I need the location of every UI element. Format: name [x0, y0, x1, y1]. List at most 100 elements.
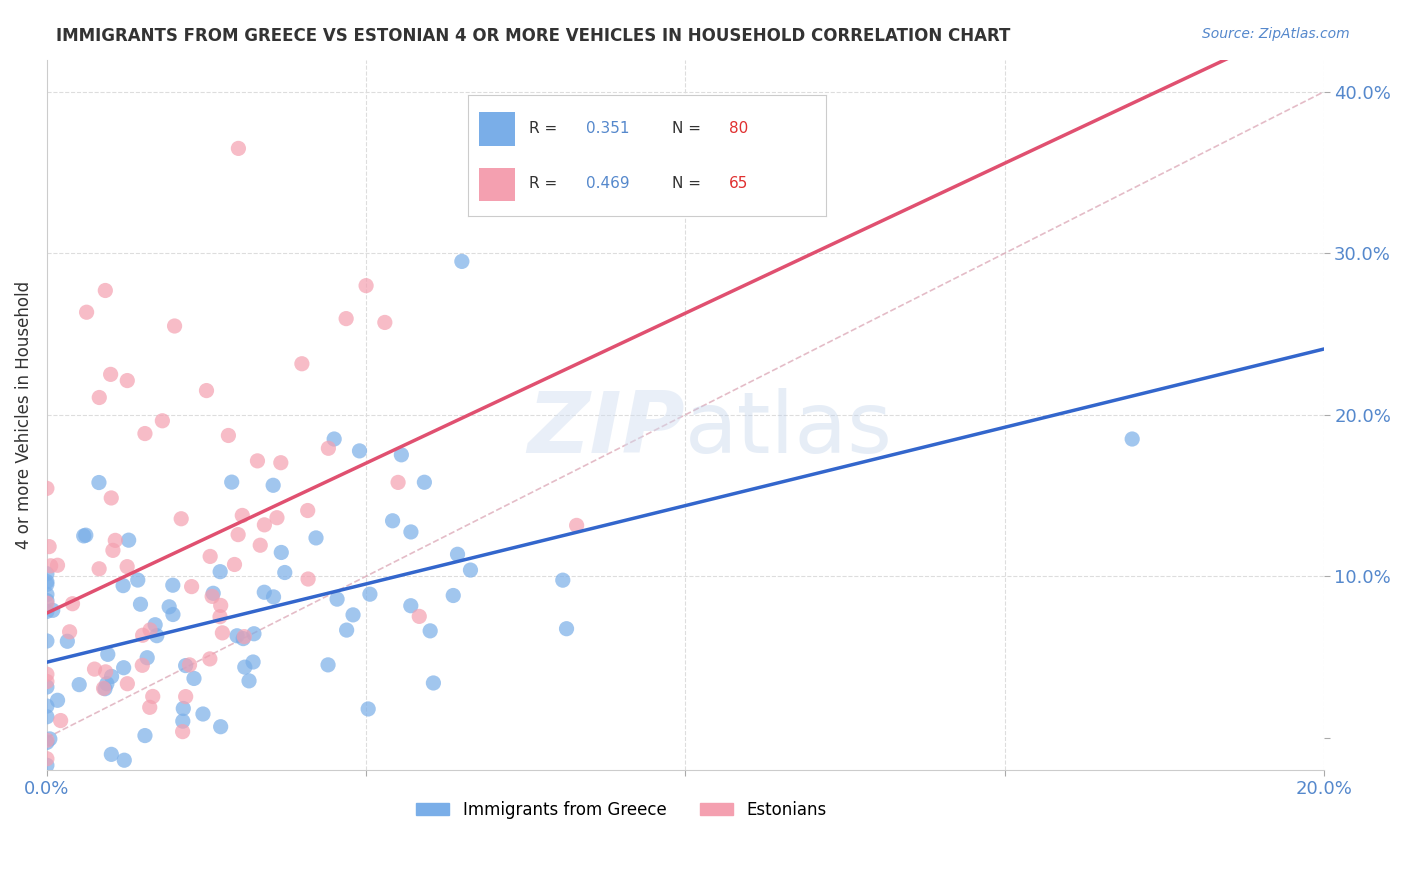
Point	[318, 442, 340, 456]
Point	[249, 538, 271, 552]
Point	[441, 589, 464, 603]
Point	[422, 676, 444, 690]
Point	[35, 577, 58, 591]
Point	[551, 573, 574, 587]
Point	[35, 574, 58, 589]
Point	[35, 593, 58, 607]
Point	[198, 652, 221, 666]
Point	[460, 563, 482, 577]
Point	[38, 540, 60, 554]
Point	[35, 566, 58, 581]
Point	[243, 626, 266, 640]
Point	[59, 624, 82, 639]
Point	[100, 368, 122, 382]
Point	[62, 597, 84, 611]
Point	[94, 284, 117, 298]
Point	[211, 625, 233, 640]
Point	[246, 454, 269, 468]
Point	[150, 414, 173, 428]
Point	[565, 518, 588, 533]
Point	[342, 607, 364, 622]
Point	[134, 426, 156, 441]
Point	[100, 669, 122, 683]
Point	[96, 676, 118, 690]
Point	[297, 572, 319, 586]
Point	[35, 733, 58, 747]
Point	[174, 658, 197, 673]
Point	[118, 533, 141, 548]
Point	[201, 590, 224, 604]
Point	[253, 517, 276, 532]
Point	[238, 673, 260, 688]
Text: ZIP: ZIP	[527, 387, 685, 470]
Point	[129, 597, 152, 611]
Point	[112, 753, 135, 767]
Point	[555, 622, 578, 636]
Point	[389, 448, 412, 462]
Point	[349, 443, 371, 458]
Point	[38, 731, 60, 746]
Point	[131, 658, 153, 673]
Point	[413, 475, 436, 490]
Point	[359, 587, 381, 601]
Point	[335, 311, 357, 326]
Point	[35, 596, 58, 610]
Point	[231, 508, 253, 523]
Point	[174, 690, 197, 704]
Point	[209, 720, 232, 734]
Point	[35, 758, 58, 772]
Point	[35, 634, 58, 648]
Point	[134, 729, 156, 743]
Point	[100, 491, 122, 505]
Point	[191, 706, 214, 721]
Point	[35, 710, 58, 724]
Point	[381, 514, 404, 528]
Point	[242, 655, 264, 669]
Point	[136, 650, 159, 665]
Point	[162, 607, 184, 622]
Point	[336, 623, 359, 637]
Point	[83, 662, 105, 676]
Point	[131, 628, 153, 642]
Point	[35, 667, 58, 681]
Point	[408, 609, 430, 624]
Point	[97, 648, 120, 662]
Point	[35, 481, 58, 495]
Point	[112, 579, 135, 593]
Point	[208, 609, 231, 624]
Point	[139, 700, 162, 714]
Point	[35, 735, 58, 749]
Point	[270, 456, 292, 470]
Point	[326, 592, 349, 607]
Point	[232, 632, 254, 646]
Point	[100, 747, 122, 762]
Point	[136, 812, 159, 826]
Point	[217, 428, 239, 442]
Point	[228, 141, 250, 155]
Point	[179, 657, 201, 672]
Point	[62, 779, 84, 793]
Point	[172, 701, 194, 715]
Point	[297, 503, 319, 517]
Point	[323, 432, 346, 446]
Point	[35, 699, 58, 714]
Point	[374, 315, 396, 329]
Point	[46, 693, 69, 707]
Point	[274, 566, 297, 580]
Point	[226, 629, 249, 643]
Text: Source: ZipAtlas.com: Source: ZipAtlas.com	[1202, 27, 1350, 41]
Point	[35, 752, 58, 766]
Text: atlas: atlas	[685, 387, 893, 470]
Point	[46, 558, 69, 573]
Text: IMMIGRANTS FROM GREECE VS ESTONIAN 4 OR MORE VEHICLES IN HOUSEHOLD CORRELATION C: IMMIGRANTS FROM GREECE VS ESTONIAN 4 OR …	[56, 27, 1011, 45]
Point	[170, 512, 193, 526]
Point	[209, 599, 232, 613]
Point	[35, 604, 58, 618]
Point	[399, 599, 422, 613]
Point	[67, 678, 90, 692]
Point	[163, 318, 186, 333]
Point	[195, 384, 218, 398]
Point	[76, 305, 98, 319]
Point	[139, 623, 162, 637]
Point	[104, 533, 127, 548]
